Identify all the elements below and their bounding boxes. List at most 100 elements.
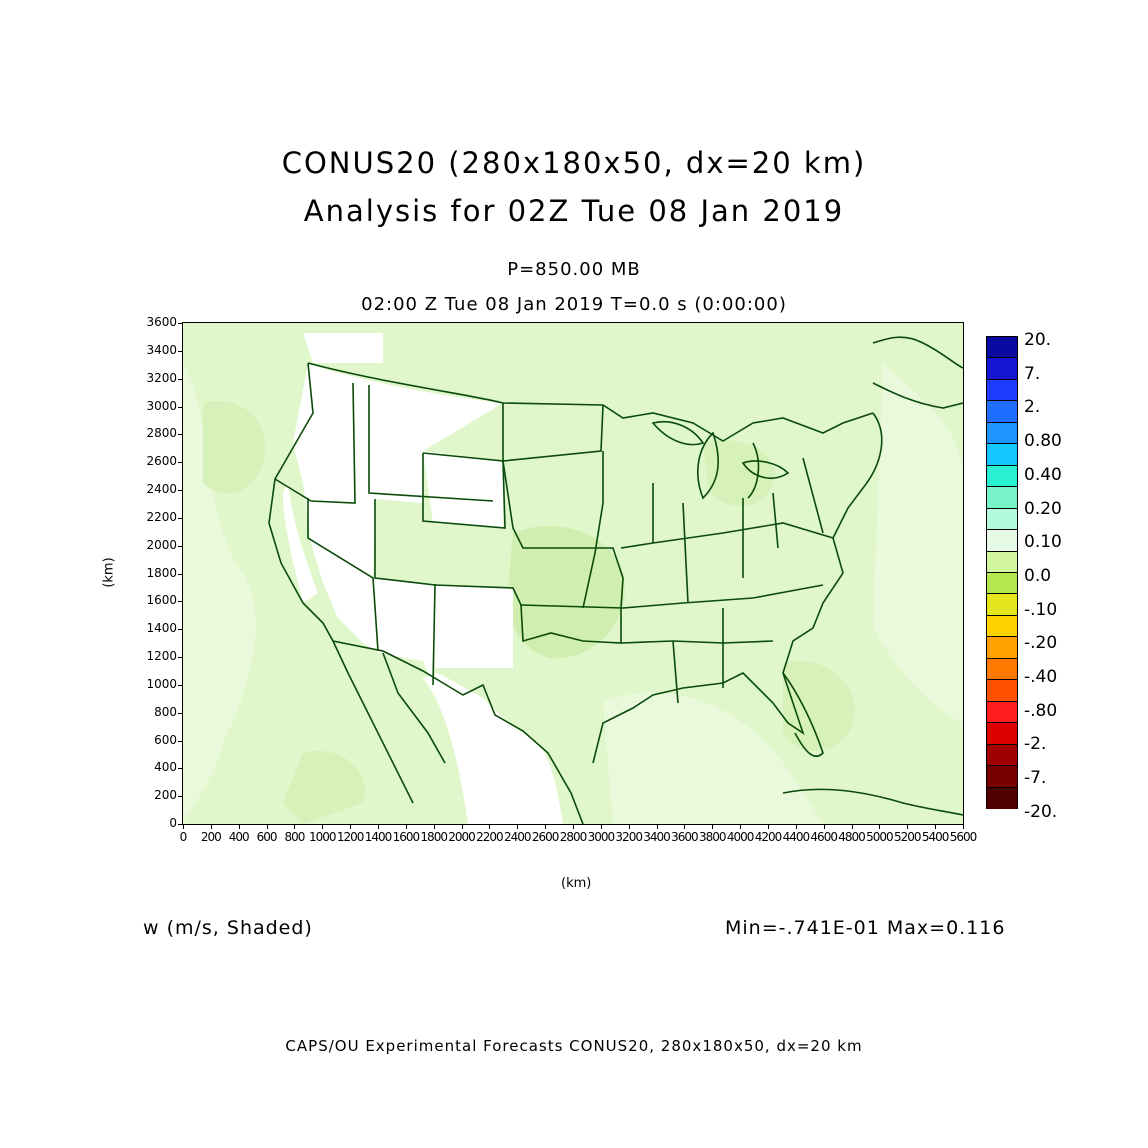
x-tick-mark	[795, 824, 797, 829]
colorbar-swatch	[986, 443, 1018, 466]
colorbar-label: 0.80	[1024, 431, 1062, 452]
y-tick-mark	[178, 323, 183, 324]
y-tick-mark	[178, 796, 183, 798]
colorbar-label: 0.40	[1024, 464, 1062, 485]
colorbar-swatch	[986, 336, 1018, 359]
colorbar-swatch	[986, 700, 1018, 724]
colorbar-label: 0.0	[1024, 565, 1052, 586]
x-tick-mark	[712, 824, 714, 829]
x-tick-mark	[935, 824, 937, 829]
colorbar-swatch	[986, 614, 1018, 638]
y-tick-label: 1400	[146, 621, 177, 636]
colorbar-swatch	[986, 529, 1018, 552]
us-west-south-border	[268, 362, 584, 824]
x-tick-label: 4400	[782, 830, 811, 844]
x-tick-mark	[350, 824, 352, 829]
y-tick-mark	[178, 601, 183, 603]
colorbar-swatch	[986, 722, 1018, 745]
colorbar-label: 20.	[1024, 330, 1052, 350]
x-tick-label: 4000	[726, 830, 755, 844]
y-tick-mark	[178, 462, 183, 464]
x-tick-mark	[600, 824, 602, 829]
x-tick-mark	[768, 824, 769, 829]
colorbar-label: 7.	[1024, 363, 1041, 384]
x-tick-label: 3600	[671, 830, 699, 844]
y-tick-mark	[178, 657, 183, 658]
y-tick-label: 1800	[146, 565, 177, 580]
x-tick-label: 1000	[309, 830, 337, 844]
x-tick-mark	[684, 824, 686, 829]
y-tick-label: 3200	[146, 370, 177, 385]
x-tick-mark	[489, 824, 491, 829]
x-tick-label: 5200	[894, 830, 922, 844]
x-tick-label: 2600	[531, 830, 560, 844]
y-tick-label: 1600	[146, 593, 177, 608]
min-max-label: Min=-.741E-01 Max=0.116	[725, 917, 1006, 939]
title-line-2: Analysis for 02Z Tue 08 Jan 2019	[303, 194, 845, 228]
colorbar-label: -.80	[1024, 700, 1058, 721]
us-north-border	[307, 362, 874, 442]
x-tick-mark	[628, 824, 630, 829]
y-tick-label: 600	[154, 732, 177, 747]
x-tick-mark	[210, 824, 212, 829]
y-tick-label: 800	[154, 704, 177, 719]
colorbar	[986, 336, 1018, 809]
colorbar-label: 0.10	[1024, 532, 1062, 553]
y-tick-mark	[178, 629, 183, 631]
x-tick-label: 800	[284, 830, 305, 844]
boundary-lines	[268, 336, 963, 824]
x-tick-label: 3200	[615, 830, 643, 844]
x-tick-mark	[823, 824, 825, 829]
x-tick-mark	[322, 824, 324, 829]
x-tick-label: 4200	[754, 830, 783, 844]
x-tick-mark	[294, 824, 296, 829]
y-tick-mark	[178, 768, 183, 770]
y-tick-label: 3400	[146, 342, 177, 357]
y-tick-mark	[178, 434, 183, 436]
x-tick-mark	[461, 824, 463, 829]
x-tick-mark	[517, 824, 519, 829]
colorbar-label: -7.	[1024, 768, 1047, 789]
y-tick-mark	[178, 378, 183, 380]
y-tick-mark	[178, 740, 183, 742]
colorbar-swatch	[986, 743, 1018, 767]
x-tick-label: 2400	[504, 830, 532, 844]
pressure-level: P=850.00 MB	[507, 259, 641, 280]
y-tick-label: 2000	[146, 537, 177, 552]
colorbar-label: -.20	[1024, 633, 1058, 654]
map-image	[183, 323, 963, 824]
x-tick-label: 1200	[336, 830, 365, 844]
x-tick-label: 0	[179, 830, 188, 844]
x-tick-mark	[879, 824, 881, 829]
y-tick-label: 1000	[146, 676, 177, 691]
x-tick-label: 4800	[838, 830, 866, 844]
y-tick-mark	[178, 406, 183, 408]
x-tick-label: 1800	[420, 830, 448, 844]
x-tick-label: 2200	[476, 830, 504, 844]
x-tick-label: 3400	[643, 830, 671, 844]
x-tick-mark	[656, 824, 658, 829]
y-tick-label: 3600	[146, 315, 177, 329]
y-tick-mark	[178, 824, 183, 825]
x-tick-mark	[907, 824, 909, 829]
colorbar-label: 0.20	[1024, 498, 1062, 519]
y-tick-label: 200	[154, 788, 177, 803]
x-tick-mark	[238, 824, 240, 829]
y-tick-label: 2400	[146, 482, 177, 496]
x-tick-label: 1400	[364, 830, 393, 844]
colorbar-swatch	[986, 786, 1018, 809]
colorbar-swatch	[986, 657, 1018, 681]
colorbar-swatch	[986, 636, 1018, 659]
white-region-west	[293, 363, 503, 685]
y-axis-label: (km)	[101, 557, 117, 588]
x-tick-label: 4600	[810, 830, 838, 844]
colorbar-swatch	[986, 593, 1018, 616]
x-tick-mark	[851, 824, 853, 829]
y-tick-label: 0	[169, 816, 177, 830]
footer-credit: CAPS/OU Experimental Forecasts CONUS20, …	[285, 1037, 863, 1055]
white-region-mexico	[423, 673, 563, 824]
map-panel	[182, 322, 964, 825]
x-tick-label: 1600	[392, 830, 421, 844]
y-tick-mark	[178, 545, 183, 547]
colorbar-swatch	[986, 550, 1018, 573]
